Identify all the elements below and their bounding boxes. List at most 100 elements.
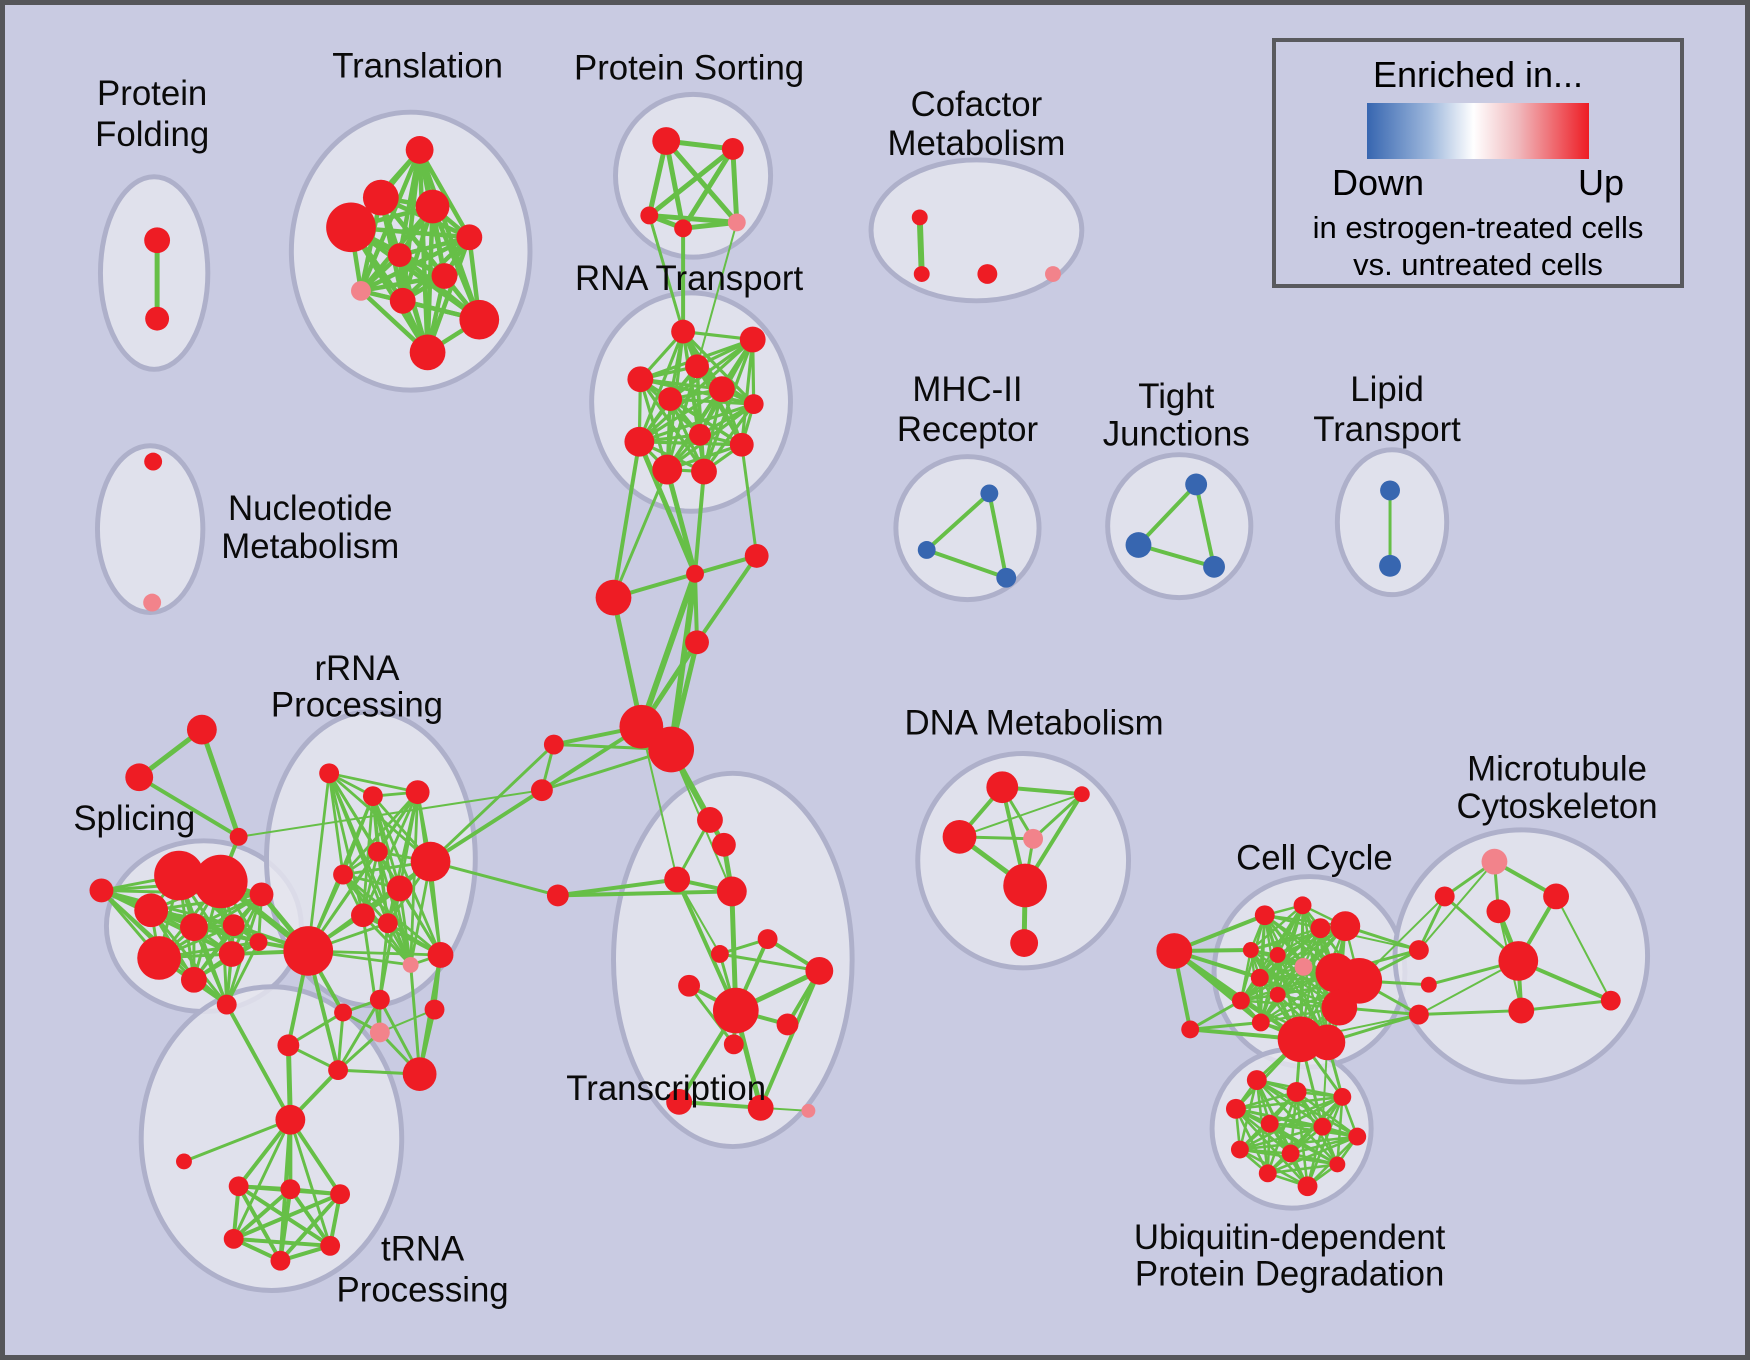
gene-set-node-microtubule-cytoskeleton-0 bbox=[1481, 848, 1508, 875]
gene-set-node-microtubule-cytoskeleton-1 bbox=[1543, 883, 1570, 910]
cluster-label-trna-processing: Processing bbox=[337, 1271, 509, 1309]
edge bbox=[611, 595, 644, 730]
edge bbox=[236, 1184, 283, 1263]
gene-set-node-rrna-processing-6 bbox=[410, 841, 451, 882]
edge bbox=[681, 329, 756, 406]
cluster-label-cofactor-metabolism: Cofactor bbox=[911, 86, 1042, 124]
edge bbox=[1234, 1090, 1298, 1111]
edge bbox=[740, 443, 759, 558]
gene-set-node-transcription-0 bbox=[697, 807, 723, 833]
gene-set-node-ubiquitin-degradation-7 bbox=[1230, 1140, 1249, 1159]
gene-set-node-nucleotide-metabolism-1 bbox=[143, 593, 162, 612]
edge bbox=[306, 771, 331, 953]
edge bbox=[646, 146, 736, 218]
cluster-label-tight-junctions: Junctions bbox=[1103, 416, 1250, 454]
gene-set-node-rna-transport-7 bbox=[689, 423, 711, 446]
edge bbox=[224, 1002, 293, 1122]
gene-set-node-protein-sorting-1 bbox=[721, 138, 744, 160]
gene-set-node-translation-10 bbox=[409, 334, 446, 371]
gene-set-node-protein-sorting-4 bbox=[727, 213, 746, 232]
gene-set-node-transcription-14 bbox=[801, 1103, 816, 1118]
gene-set-node-splicing-satellite-2 bbox=[229, 827, 248, 846]
gene-set-node-rrna-processing-1 bbox=[362, 786, 383, 807]
gene-set-node-microtubule-cytoskeleton-3 bbox=[1498, 941, 1539, 981]
edge bbox=[1238, 1125, 1324, 1151]
gene-set-node-transcription-7 bbox=[805, 956, 834, 985]
gene-set-node-transcription-1 bbox=[711, 832, 736, 857]
gene-set-node-ubiquitin-degradation-2 bbox=[1333, 1087, 1352, 1106]
edge bbox=[327, 771, 345, 876]
gene-set-node-spine-0 bbox=[686, 564, 704, 583]
edge bbox=[702, 402, 756, 474]
gene-set-node-translation-3 bbox=[326, 202, 376, 253]
edge bbox=[987, 491, 1009, 580]
gene-set-node-tight-junctions-2 bbox=[1203, 555, 1225, 578]
edge bbox=[676, 878, 721, 955]
gene-set-node-transcription-10 bbox=[776, 1013, 799, 1036]
gene-set-node-trna-processing-1 bbox=[176, 1153, 192, 1170]
edge bbox=[137, 775, 241, 839]
gene-set-node-rrna-processing-5 bbox=[386, 875, 413, 902]
gene-set-node-rna-transport-0 bbox=[671, 319, 696, 344]
edge bbox=[288, 1118, 332, 1248]
edge bbox=[675, 877, 738, 1013]
edge bbox=[1194, 482, 1217, 569]
gene-set-node-splicing-2 bbox=[134, 893, 169, 928]
edge bbox=[637, 440, 744, 447]
gene-set-node-splicing-0 bbox=[154, 850, 204, 901]
gene-set-node-rrna-processing-15 bbox=[369, 1022, 390, 1043]
gene-set-node-splicing-satellite-0 bbox=[186, 714, 217, 745]
gene-set-node-cell-cycle-18 bbox=[1408, 940, 1429, 960]
edge bbox=[288, 1187, 333, 1248]
edge bbox=[1289, 1135, 1359, 1155]
legend-gradient-bar bbox=[1367, 103, 1589, 159]
gene-set-node-rrna-processing-3 bbox=[367, 841, 388, 862]
edge bbox=[1238, 1095, 1344, 1151]
edge bbox=[637, 329, 685, 444]
edge bbox=[341, 790, 420, 876]
gene-set-node-cell-cycle-2 bbox=[1254, 905, 1275, 926]
gene-set-node-rrna-processing-12 bbox=[334, 1003, 353, 1022]
cluster-label-nucleotide-metabolism: Metabolism bbox=[221, 528, 399, 566]
gene-set-node-microtubule-cytoskeleton-6 bbox=[1434, 886, 1455, 907]
edge bbox=[1239, 965, 1305, 1002]
edge bbox=[1306, 1125, 1324, 1188]
gene-set-node-spine-2 bbox=[595, 579, 632, 616]
gene-set-node-protein-folding-0 bbox=[144, 227, 171, 254]
gene-set-node-microtubule-cytoskeleton-5 bbox=[1600, 990, 1621, 1011]
cluster-label-dna-metabolism: DNA Metabolism bbox=[905, 705, 1164, 743]
gene-set-node-translation-4 bbox=[456, 224, 483, 251]
gene-set-node-cofactor-metabolism-1 bbox=[913, 266, 930, 282]
gene-set-node-ubiquitin-degradation-3 bbox=[1225, 1098, 1246, 1119]
edge bbox=[636, 439, 698, 577]
gene-set-node-ubiquitin-degradation-11 bbox=[1297, 1176, 1318, 1197]
cluster-label-tight-junctions: Tight bbox=[1138, 378, 1214, 416]
gene-set-node-translation-2 bbox=[415, 189, 450, 224]
edge bbox=[1555, 895, 1612, 1002]
edge bbox=[740, 337, 755, 447]
edge bbox=[336, 998, 382, 1072]
edge bbox=[278, 1192, 343, 1263]
edge bbox=[429, 860, 560, 897]
gene-set-node-cell-cycle-20 bbox=[1408, 1004, 1429, 1025]
edge bbox=[611, 439, 642, 600]
cluster-label-rrna-processing: rRNA bbox=[314, 650, 400, 688]
gene-set-node-transcription-4 bbox=[546, 884, 569, 907]
gene-set-node-rrna-processing-10 bbox=[402, 956, 419, 973]
cluster-label-protein-folding: Protein bbox=[97, 75, 207, 113]
edge bbox=[664, 467, 698, 577]
gene-set-node-rrna-processing-8 bbox=[377, 913, 398, 934]
gene-set-node-trna-processing-4 bbox=[330, 1184, 351, 1205]
gene-set-node-splicing-9 bbox=[216, 994, 237, 1015]
edge bbox=[680, 146, 736, 231]
gene-set-node-dna-metabolism-4 bbox=[1003, 863, 1048, 908]
cluster-label-cell-cycle: Cell Cycle bbox=[1236, 840, 1393, 878]
gene-set-node-cell-cycle-5 bbox=[1330, 911, 1361, 942]
gene-set-node-mhc-ii-receptor-0 bbox=[980, 484, 999, 503]
gene-set-node-dna-metabolism-3 bbox=[1023, 828, 1044, 849]
cluster-shape-nucleotide-metabolism bbox=[94, 443, 206, 615]
gene-set-node-cell-cycle-3 bbox=[1293, 896, 1312, 915]
gene-set-node-cell-cycle-9 bbox=[1250, 968, 1269, 987]
